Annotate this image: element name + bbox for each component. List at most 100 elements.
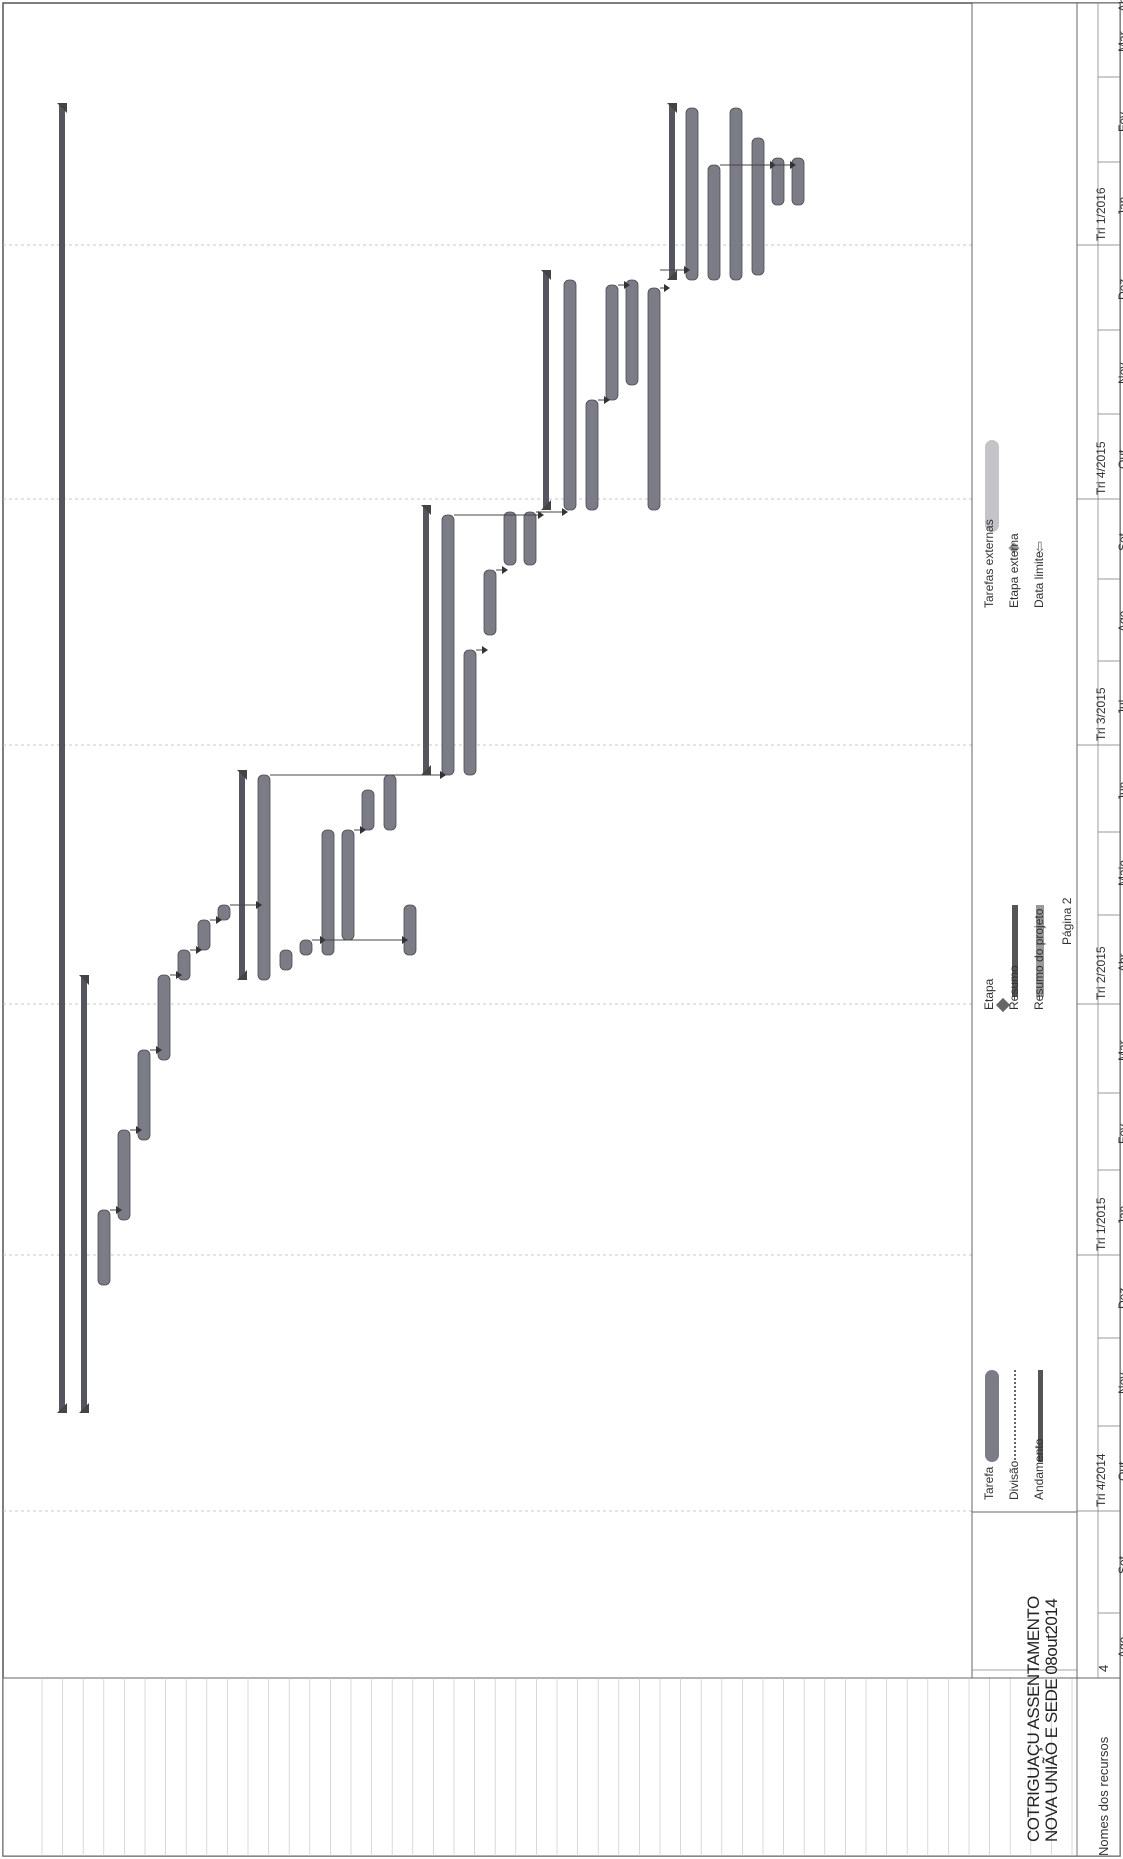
task-bar	[771, 157, 785, 206]
task-bar	[137, 1049, 151, 1141]
summary-bar-cap	[57, 1403, 67, 1413]
month-label: Maio	[1116, 859, 1123, 886]
dependency-arrow	[360, 826, 366, 834]
month-label: Dez	[1116, 278, 1123, 300]
summary-bar	[81, 975, 87, 1413]
task-bar	[177, 949, 191, 981]
task-bar	[585, 399, 599, 511]
summary-bar-cap	[421, 505, 431, 515]
month-label: Jul	[1116, 699, 1123, 715]
gantt-bars	[57, 103, 805, 1413]
month-label: Abr	[1116, 952, 1123, 972]
task-bar	[605, 284, 619, 401]
month-label: Jun	[1116, 781, 1123, 801]
legend-external-milestone-symbol	[1008, 542, 1020, 554]
summary-bar	[543, 270, 549, 510]
task-bar	[361, 789, 375, 831]
task-bar	[463, 649, 477, 776]
dependency-arrow	[176, 971, 182, 979]
summary-bar-cap	[237, 770, 247, 780]
task-bar	[707, 164, 721, 281]
task-bar	[279, 949, 293, 971]
task-bar	[97, 1209, 111, 1286]
legend-external-tasks-symbol	[985, 440, 999, 532]
resource-row-lines	[41, 1678, 1073, 1856]
legend-deadline-symbol: ⇩	[1034, 540, 1046, 556]
dependency-arrow	[684, 266, 690, 274]
summary-bar-cap	[237, 970, 247, 980]
task-bar	[523, 511, 537, 566]
month-label: Dez	[1116, 1287, 1123, 1309]
summary-bar-cap	[667, 103, 677, 113]
dependency-arrow	[790, 161, 796, 169]
month-label: Fev	[1116, 1123, 1123, 1144]
month-label: Fev	[1116, 111, 1123, 132]
dependency-arrow	[502, 566, 508, 574]
dependency-arrow	[604, 396, 610, 404]
legend-label-etapa: Etapa	[982, 978, 996, 1010]
summary-bar-cap	[541, 500, 551, 510]
summary-bar	[239, 770, 245, 980]
dependency-arrow	[116, 1206, 122, 1214]
dependency-arrow	[196, 946, 202, 954]
dependency-arrow	[136, 1126, 142, 1134]
legend-summary-symbol	[1012, 905, 1018, 997]
quarter-label: Tri 4/2015	[1094, 441, 1108, 495]
summary-bar-cap	[421, 765, 431, 775]
dependency-arrow	[562, 508, 568, 516]
task-bar	[729, 107, 743, 281]
timescale-header	[1076, 2, 1121, 1679]
dependency-arrow	[156, 1046, 162, 1054]
task-bar	[217, 904, 231, 921]
month-label: Nov	[1116, 1372, 1123, 1394]
month-label: Set	[1116, 1555, 1123, 1574]
summary-bar	[59, 103, 65, 1413]
summary-bar	[669, 103, 675, 280]
month-label: Set	[1116, 532, 1123, 551]
task-bar	[647, 287, 661, 511]
legend-label-resumo-projeto: Resumo do projeto	[1032, 908, 1046, 1010]
task-bar	[751, 137, 765, 276]
task-bar	[117, 1129, 131, 1221]
quarter-label: Tri 1/2015	[1094, 1197, 1108, 1251]
summary-bar-cap	[57, 103, 67, 113]
dependency-arrow	[538, 511, 544, 519]
month-label: Mar	[1116, 31, 1123, 52]
legend-label-data-limite: Data limite	[1032, 551, 1046, 608]
task-bar	[299, 939, 313, 956]
task-bar	[341, 829, 355, 941]
task-bar	[403, 904, 417, 956]
task-bar	[503, 511, 517, 566]
quarter-label: Tri 1/2016	[1094, 187, 1108, 241]
dependency-arrow	[482, 646, 488, 654]
summary-bar-cap	[79, 975, 89, 985]
quarter-label: Tri 2/2015	[1094, 946, 1108, 1000]
legend-project-summary-symbol	[1036, 905, 1044, 997]
summary-bar-cap	[667, 270, 677, 280]
task-bar	[157, 974, 171, 1061]
month-label: Jan	[1116, 1205, 1123, 1225]
task-bar	[563, 279, 577, 511]
month-label: Mar	[1116, 1039, 1123, 1061]
page-number: Página 2	[1060, 897, 1074, 945]
dependency-arrow	[402, 936, 408, 944]
dependency-arrow	[624, 281, 630, 289]
task-bar	[257, 774, 271, 981]
quarter-label: Tri 3/2015	[1094, 687, 1108, 741]
task-bar	[791, 157, 805, 206]
legend-task-symbol	[985, 1370, 999, 1462]
project-title-line1: COTRIGUAÇU ASSENTAMENTO	[1024, 1596, 1043, 1842]
task-bar	[441, 514, 455, 776]
legend-label-etapa-externa: Etapa externa	[1007, 533, 1021, 608]
legend-label-andamento: Andamento	[1032, 1438, 1046, 1500]
month-label: Ago	[1116, 1636, 1123, 1658]
month-label: Abr	[1116, 0, 1123, 12]
legend-progress-symbol	[1038, 1370, 1043, 1462]
dependency-arrow	[216, 916, 222, 924]
summary-bar	[423, 505, 429, 775]
timescale-grid	[3, 76, 1120, 1614]
month-label: Ago	[1116, 610, 1123, 632]
tier-prefix: 4	[1096, 1664, 1111, 1672]
task-bar	[483, 569, 497, 636]
dependency-arrow	[664, 284, 670, 292]
